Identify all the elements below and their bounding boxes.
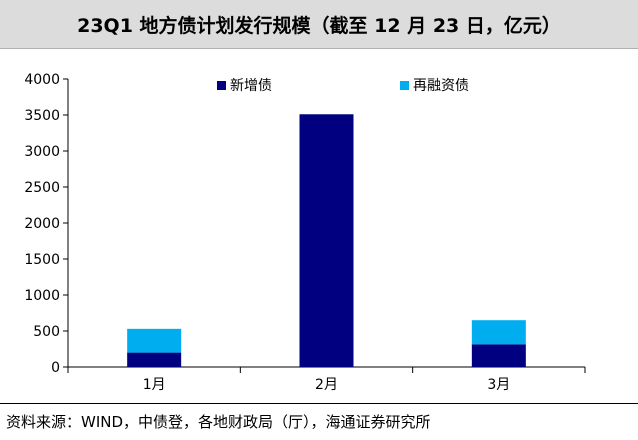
bar-new-debt-1 [127,352,182,367]
bar-new-debt-3 [471,344,526,367]
legend-swatch-new-debt [217,81,226,90]
x-tick-label: 3月 [487,377,510,393]
chart-title-bar: 23Q1 地方债计划发行规模（截至 12 月 23 日，亿元） [0,0,638,49]
bar-refinancing-debt-1 [127,328,182,353]
chart-title: 23Q1 地方债计划发行规模（截至 12 月 23 日，亿元） [77,14,561,37]
x-tick-label: 1月 [143,377,166,393]
chart-bars [127,114,526,367]
y-tick-label: 3500 [24,108,60,124]
y-tick-label: 3000 [24,144,60,160]
y-tick-label: 1000 [24,288,60,304]
chart-axes: 0 500 1000 1500 2000 2500 3000 3500 4000 1月 2月 3月 [24,72,586,393]
source-note: 资料来源：WIND，中债登，各地财政局（厅），海通证券研究所 [0,403,638,440]
bar-refinancing-debt-3 [471,320,526,345]
x-tick-label: 2月 [315,377,338,393]
legend-label-new-debt: 新增债 [230,78,272,94]
y-tick-label: 0 [51,360,60,376]
bar-new-debt-2 [299,114,354,367]
y-tick-label: 4000 [24,72,60,88]
bar-chart: 0 500 1000 1500 2000 2500 3000 3500 4000 1月 2月 3月 新… [24,72,586,393]
y-tick-label: 2000 [24,216,60,232]
y-tick-label: 2500 [24,180,60,196]
legend-label-refinancing-debt: 再融资债 [413,78,469,94]
chart-legend: 新增债 再融资债 [217,78,469,94]
legend-swatch-refinancing-debt [400,81,409,90]
y-tick-label: 1500 [24,252,60,268]
y-tick-label: 500 [33,324,60,340]
